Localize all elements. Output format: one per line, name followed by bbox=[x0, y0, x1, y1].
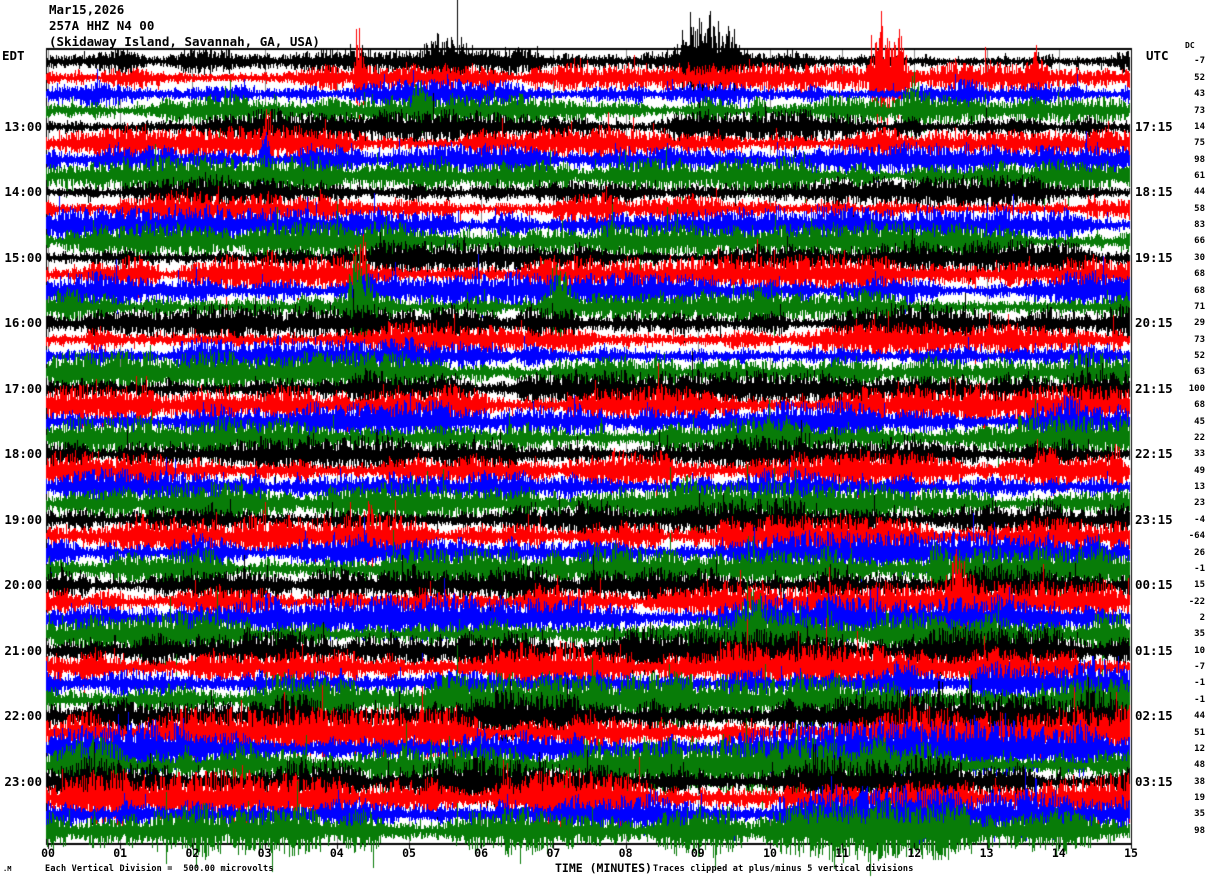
utc-hour-label: 20:15 bbox=[1135, 315, 1173, 331]
dc-offset-value: 10 bbox=[1194, 645, 1205, 656]
dc-offset-value: 19 bbox=[1194, 793, 1205, 804]
minute-tick-label: 04 bbox=[329, 846, 344, 860]
minute-tick-label: 01 bbox=[113, 846, 128, 860]
minute-tick-label: 10 bbox=[763, 846, 777, 860]
dc-offset-value: 23 bbox=[1194, 498, 1205, 509]
corner-mark: .M bbox=[3, 865, 12, 873]
dc-offset-value: 33 bbox=[1194, 449, 1205, 460]
dc-offset-value: 43 bbox=[1194, 89, 1205, 100]
edt-hour-label: 23:00 bbox=[4, 773, 42, 789]
dc-offset-value: 44 bbox=[1194, 711, 1205, 722]
minute-tick-label: 02 bbox=[185, 846, 200, 860]
dc-offset-value: 29 bbox=[1194, 318, 1205, 329]
dc-offset-value: 2 bbox=[1199, 612, 1205, 623]
dc-offset-value: 58 bbox=[1194, 203, 1205, 214]
dc-offset-value: -4 bbox=[1194, 514, 1205, 525]
dc-offset-value: 66 bbox=[1194, 236, 1205, 247]
minute-tick-label: 05 bbox=[402, 846, 416, 860]
dc-offset-value: 45 bbox=[1194, 416, 1205, 427]
dc-offset-value: 61 bbox=[1194, 170, 1205, 181]
utc-hour-label: 23:15 bbox=[1135, 511, 1173, 527]
edt-hour-label: 15:00 bbox=[4, 249, 42, 265]
dc-offset-value: 52 bbox=[1194, 351, 1205, 362]
dc-offset-value: -7 bbox=[1194, 662, 1205, 673]
dc-offset-value: -1 bbox=[1194, 678, 1205, 689]
dc-offset-value: 71 bbox=[1194, 301, 1205, 312]
dc-offset-value: -7 bbox=[1194, 56, 1205, 67]
dc-offset-value: 68 bbox=[1194, 269, 1205, 280]
edt-hour-label: 14:00 bbox=[4, 184, 42, 200]
utc-hour-label: 00:15 bbox=[1135, 577, 1173, 593]
dc-offset-value: -22 bbox=[1188, 596, 1205, 607]
dc-offset-value: 100 bbox=[1188, 383, 1205, 394]
title-station: 257A HHZ N4 00 bbox=[49, 18, 155, 33]
minute-tick-label: 07 bbox=[546, 846, 561, 860]
dc-offset-value: -1 bbox=[1194, 694, 1205, 705]
dc-offset-value: 35 bbox=[1194, 629, 1205, 640]
edt-hour-label: 17:00 bbox=[4, 380, 42, 396]
dc-offset-value: 75 bbox=[1194, 138, 1205, 149]
dc-offset-value: 51 bbox=[1194, 727, 1205, 738]
dc-offset-value: 52 bbox=[1194, 72, 1205, 83]
minute-tick-label: 06 bbox=[474, 846, 489, 860]
minute-tick-label: 15 bbox=[1124, 846, 1138, 860]
edt-hour-label: 13:00 bbox=[4, 118, 42, 134]
dc-offset-value: -64 bbox=[1188, 531, 1205, 542]
dc-offset-value: 12 bbox=[1194, 743, 1205, 754]
dc-offset-value: 15 bbox=[1194, 580, 1205, 591]
utc-hour-label: 17:15 bbox=[1135, 118, 1173, 134]
right-axis-timezone-label: UTC bbox=[1146, 48, 1169, 63]
title-location: (Skidaway Island, Savannah, GA, USA) bbox=[49, 34, 320, 49]
title-date: Mar15,2026 bbox=[49, 2, 125, 17]
left-axis-timezone-label: EDT bbox=[2, 48, 25, 63]
utc-hour-label: 19:15 bbox=[1135, 249, 1173, 265]
utc-hour-label: 21:15 bbox=[1135, 380, 1173, 396]
minute-tick-label: 00 bbox=[41, 846, 55, 860]
utc-hour-label: 22:15 bbox=[1135, 446, 1173, 462]
dc-offset-value: 73 bbox=[1194, 105, 1205, 116]
minute-tick-label: 14 bbox=[1051, 846, 1066, 860]
scale-note: Each Vertical Division = 500.00 microvol… bbox=[45, 864, 274, 874]
edt-hour-label: 19:00 bbox=[4, 511, 42, 527]
dc-offset-value: 63 bbox=[1194, 367, 1205, 378]
dc-offset-value: 38 bbox=[1194, 776, 1205, 787]
dc-offset-value: 83 bbox=[1194, 220, 1205, 231]
edt-hour-label: 21:00 bbox=[4, 642, 42, 658]
edt-hour-label: 20:00 bbox=[4, 577, 42, 593]
dc-offset-value: 44 bbox=[1194, 187, 1205, 198]
minute-tick-label: 09 bbox=[690, 846, 705, 860]
dc-offset-value: 14 bbox=[1194, 121, 1205, 132]
dc-offset-value: 68 bbox=[1194, 285, 1205, 296]
utc-hour-label: 02:15 bbox=[1135, 708, 1173, 724]
dc-offset-value: 26 bbox=[1194, 547, 1205, 558]
utc-hour-label: 01:15 bbox=[1135, 642, 1173, 658]
edt-hour-label: 22:00 bbox=[4, 708, 42, 724]
dc-offset-value: 73 bbox=[1194, 334, 1205, 345]
dc-offset-value: 98 bbox=[1194, 154, 1205, 165]
edt-hour-label: 16:00 bbox=[4, 315, 42, 331]
dc-offset-value: 98 bbox=[1194, 825, 1205, 836]
dc-offset-header: DC bbox=[1185, 41, 1195, 50]
minute-tick-label: 12 bbox=[907, 846, 922, 860]
edt-hour-label: 18:00 bbox=[4, 446, 42, 462]
utc-hour-label: 18:15 bbox=[1135, 184, 1173, 200]
minute-tick-label: 08 bbox=[618, 846, 633, 860]
dc-offset-value: 22 bbox=[1194, 432, 1205, 443]
dc-offset-value: 68 bbox=[1194, 400, 1205, 411]
minute-tick-label: 03 bbox=[257, 846, 272, 860]
clip-note: Traces clipped at plus/minus 5 vertical … bbox=[653, 864, 914, 874]
minute-tick-label: 13 bbox=[979, 846, 994, 860]
utc-hour-label: 03:15 bbox=[1135, 773, 1173, 789]
dc-offset-value: 49 bbox=[1194, 465, 1205, 476]
dc-offset-value: 30 bbox=[1194, 252, 1205, 263]
dc-offset-value: 48 bbox=[1194, 760, 1205, 771]
dc-offset-value: 13 bbox=[1194, 482, 1205, 493]
minute-tick-label: 11 bbox=[835, 846, 850, 860]
dc-offset-value: -1 bbox=[1194, 563, 1205, 574]
x-axis-title: TIME (MINUTES) bbox=[555, 861, 652, 875]
dc-offset-value: 35 bbox=[1194, 809, 1205, 820]
